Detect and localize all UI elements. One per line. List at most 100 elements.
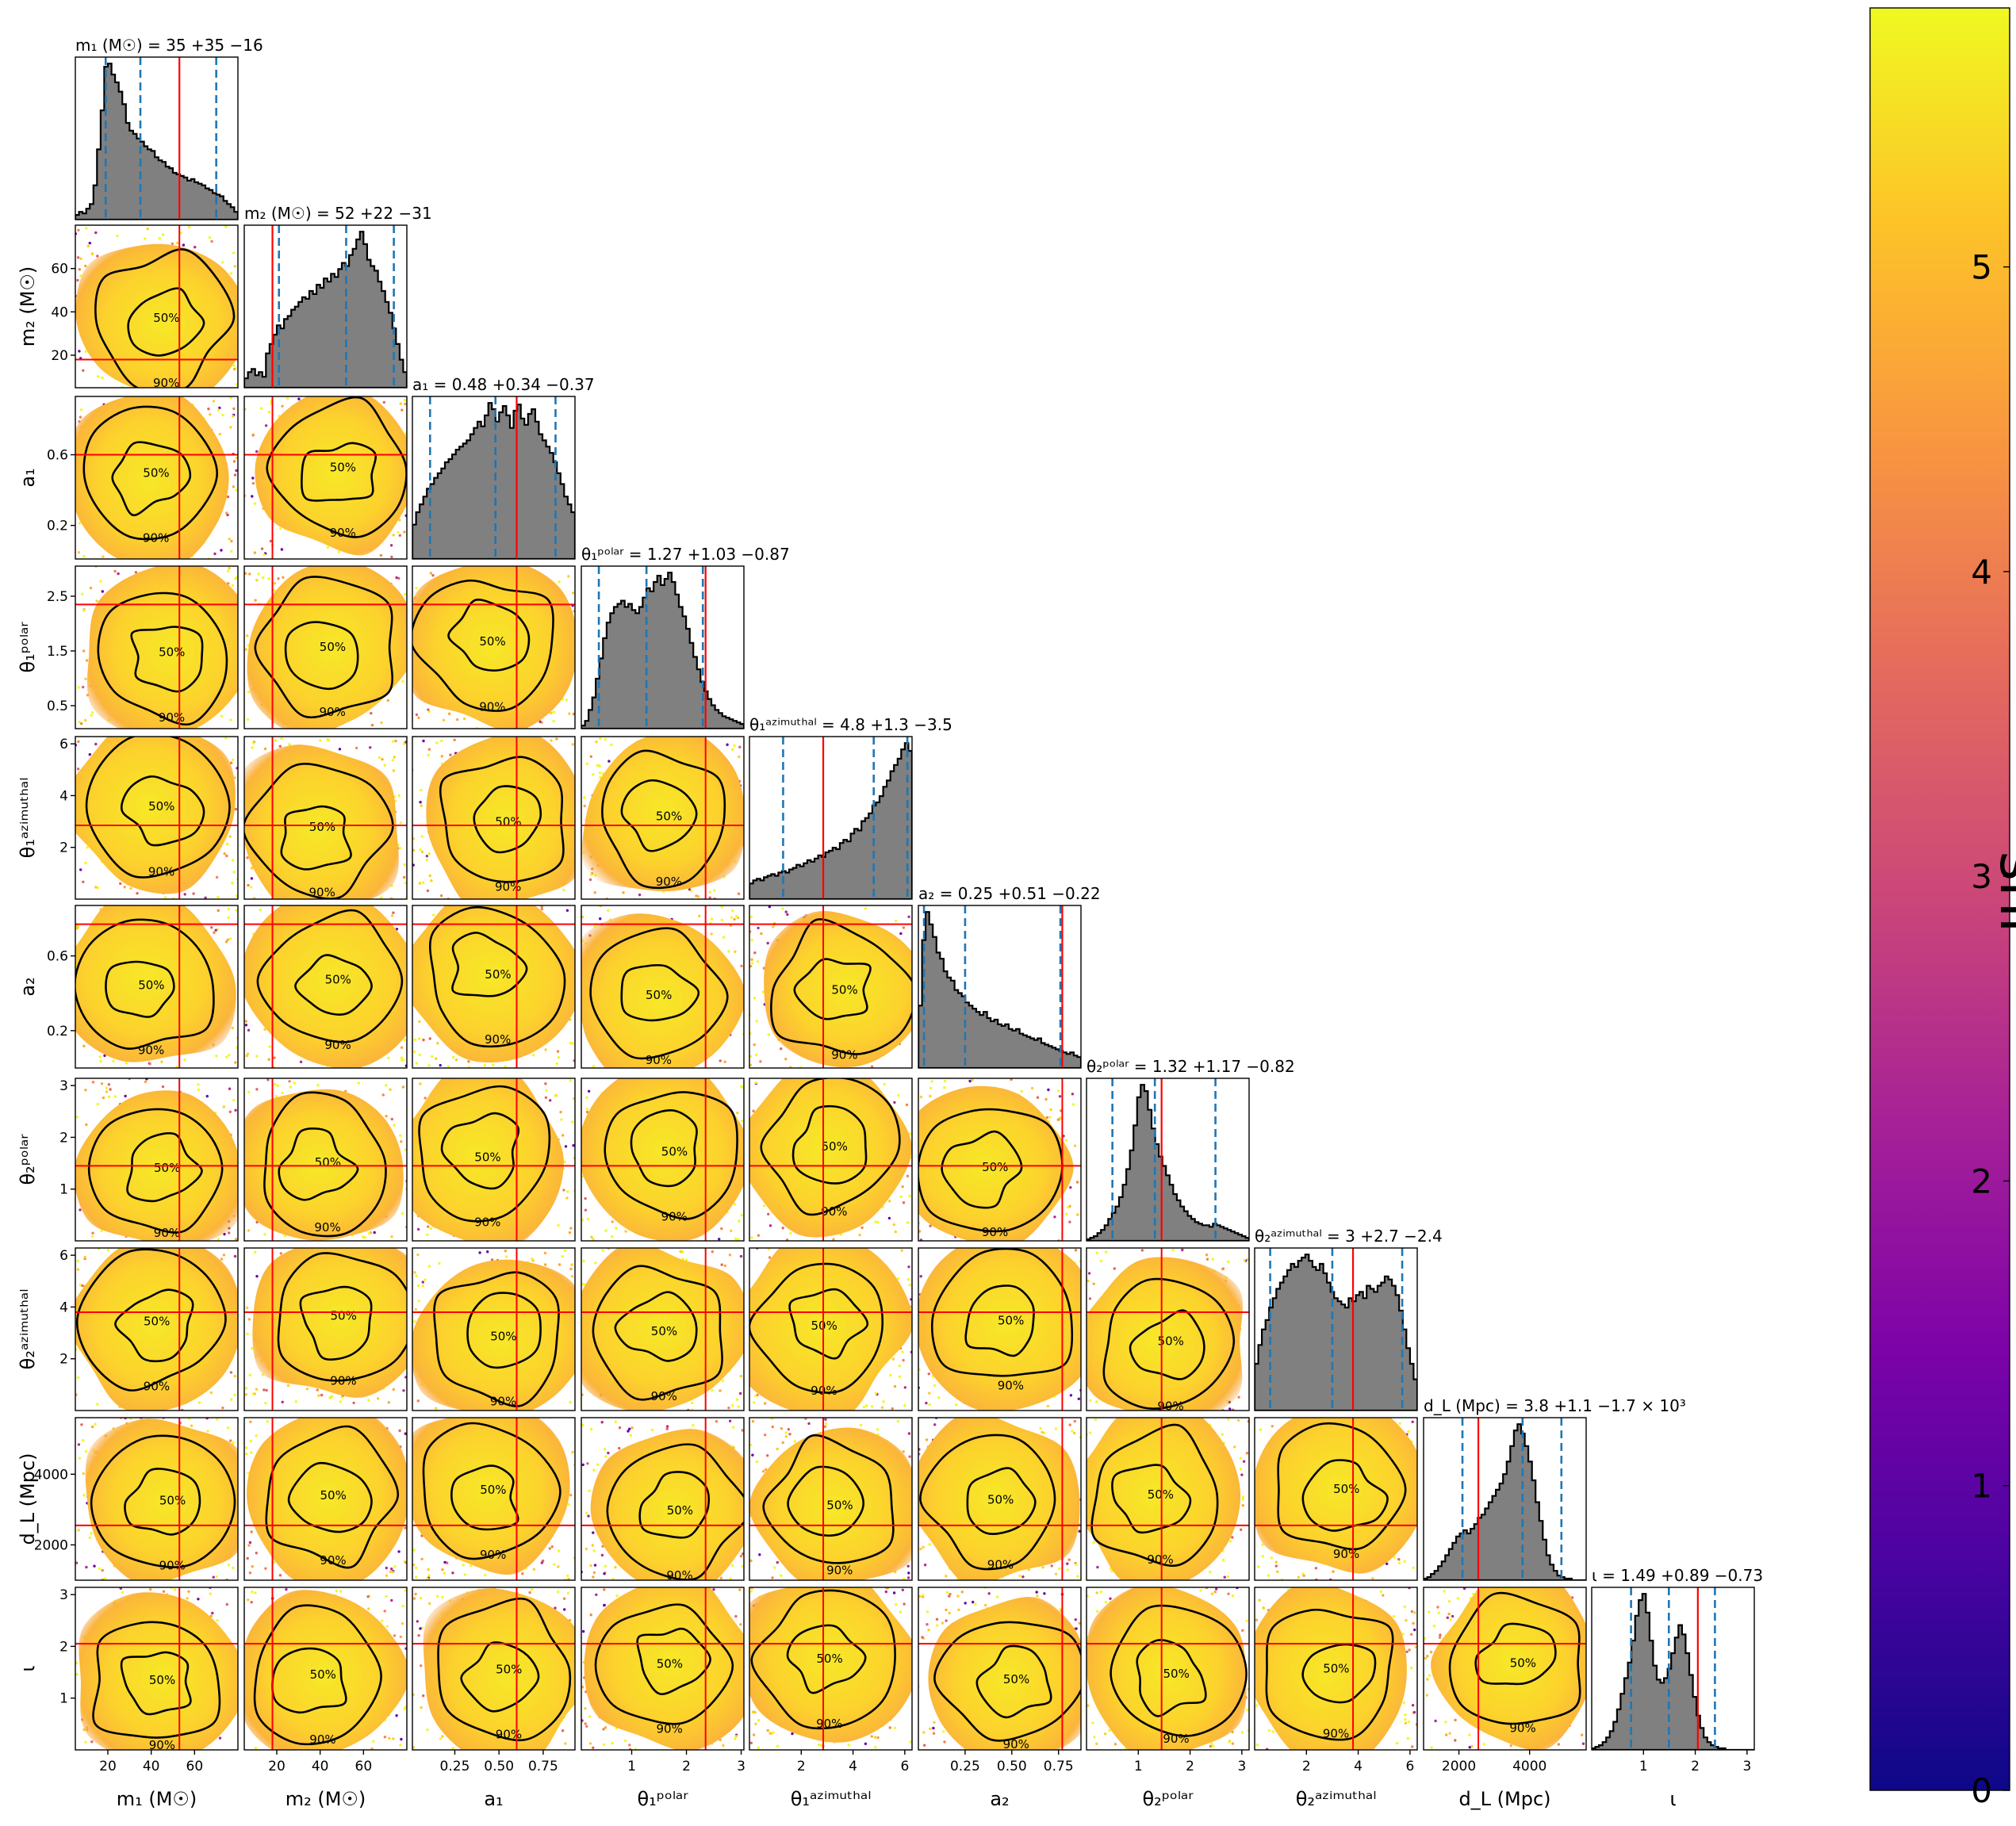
xtick-label-m1: 20	[99, 1759, 117, 1774]
contour-90-theta2p-iota	[1110, 1604, 1248, 1737]
xtick-label-theta1a: 4	[849, 1759, 857, 1774]
contour-50-theta1a-theta2p	[791, 1104, 868, 1185]
contour-label-50: 50%	[310, 1667, 336, 1682]
xlabel-a1: a₁	[484, 1788, 503, 1810]
panel-a2-theta2a: 90% 50%	[918, 1247, 1082, 1411]
panel-dL-iota: 90% 50% 2000 4000 d_L (Mpc)	[1423, 1587, 1587, 1810]
contour-label-50: 50%	[831, 982, 857, 997]
contour-label-90: 90%	[320, 705, 346, 719]
contour-50-a1-theta1p	[447, 599, 531, 672]
panel-m2-theta2p: 90% 50%	[243, 1078, 408, 1242]
contour-label-50: 50%	[159, 1494, 186, 1508]
contour-label-90: 90%	[330, 1374, 356, 1388]
contour-50-m2-theta2p	[278, 1127, 359, 1201]
contour-50-m1-theta2a	[114, 1288, 194, 1363]
contour-label-90: 90%	[821, 1204, 847, 1219]
panel-m1-m1: m₁ (M☉) = 35 +35 −16	[75, 36, 263, 220]
contour-label-50: 50%	[987, 1493, 1014, 1507]
panel-frame	[412, 1417, 576, 1581]
contour-label-90: 90%	[479, 699, 505, 714]
contour-50-theta2p-dL	[1111, 1464, 1192, 1534]
contour-label-50: 50%	[1163, 1667, 1190, 1681]
histogram-m1	[75, 63, 238, 220]
panel-frame	[749, 1417, 913, 1581]
contour-90-m1-a1	[82, 405, 219, 541]
panel-theta1p-theta1p: θ₁ᵖᵒˡᵃʳ = 1.27 +1.03 −0.87	[581, 545, 790, 729]
panel-a1-theta2p: 90% 50%	[412, 1078, 576, 1242]
xtick-label-a2: 0.25	[950, 1759, 980, 1774]
panel-m1-theta2p: 90% 50% 1 2 3 θ₂ᵖᵒˡᵃʳ	[17, 1078, 239, 1242]
panel-a1-a1: a₁ = 0.48 +0.34 −0.37	[412, 375, 595, 560]
contour-90-m2-theta1p	[254, 576, 394, 718]
contour-label-90: 90%	[656, 875, 682, 889]
xtick-label-dL: 4000	[1512, 1759, 1546, 1774]
contour-label-90: 90%	[831, 1047, 857, 1062]
colorbar-tick-label: 2	[1971, 1162, 1992, 1200]
xtick-label-m2: 40	[312, 1759, 329, 1774]
contour-90-m2-theta1a	[244, 763, 394, 899]
contour-90-m1-m2	[94, 248, 236, 388]
contour-90-theta1p-theta2a	[592, 1265, 723, 1401]
panel-frame	[243, 1587, 408, 1751]
title-iota: ι = 1.49 +0.89 −0.73	[1592, 1566, 1763, 1585]
ytick-label-theta2p: 2	[59, 1130, 68, 1146]
contour-90-theta1a-theta2a	[749, 1262, 884, 1394]
contour-90-theta1p-theta2p	[604, 1091, 738, 1220]
contour-label-50: 50%	[657, 1657, 683, 1671]
panel-m1-a2: 90% 50% 0.2 0.6 a₂	[17, 905, 239, 1069]
histogram-dL	[1424, 1423, 1586, 1580]
panel-frame	[243, 224, 408, 389]
contour-label-90: 90%	[1147, 1552, 1173, 1567]
contour-50-theta2a-iota	[1301, 1643, 1377, 1704]
contour-90-a2-theta2p	[918, 1108, 1064, 1233]
panel-frame	[918, 1078, 1082, 1242]
xlabel-m2: m₂ (M☉)	[286, 1788, 366, 1810]
contour-50-m2-dL	[287, 1461, 373, 1533]
contour-50-a2-iota	[975, 1644, 1052, 1719]
xtick-label-theta1a: 2	[797, 1759, 806, 1774]
contour-90-theta1a-a2	[770, 918, 912, 1055]
panel-theta1p-iota: 90% 50% 1 2 3 θ₁ᵖᵒˡᵃʳ	[581, 1587, 745, 1810]
panel-theta1a-dL: 90% 50%	[749, 1417, 913, 1581]
contour-90-theta1p-theta1a	[601, 749, 726, 890]
contour-label-90: 90%	[646, 1053, 672, 1067]
xlabel-theta1p: θ₁ᵖᵒˡᵃʳ	[637, 1788, 688, 1810]
panel-theta1a-theta1a: θ₁ᵃᶻⁱᵐᵘᵗʰᵃˡ = 4.8 +1.3 −3.5	[749, 715, 952, 900]
panel-theta1p-dL: 90% 50%	[581, 1417, 745, 1583]
xtick-label-theta1a: 6	[900, 1759, 909, 1774]
colorbar-gradient	[1869, 7, 2010, 1791]
xlabel-theta2p: θ₂ᵖᵒˡᵃʳ	[1142, 1788, 1194, 1810]
contour-90-a1-theta1p	[412, 579, 554, 712]
contour-90-m2-a2	[256, 909, 404, 1043]
contour-label-50: 50%	[153, 311, 179, 325]
xtick-label-theta2a: 2	[1302, 1759, 1311, 1774]
contour-label-90: 90%	[1333, 1547, 1359, 1561]
contour-90-m1-theta2p	[87, 1108, 224, 1234]
xtick-label-theta1p: 1	[627, 1759, 636, 1774]
contour-label-90: 90%	[159, 710, 185, 725]
panel-frame	[581, 905, 745, 1069]
panel-m2-theta2a: 90% 50%	[243, 1247, 408, 1411]
panel-frame	[75, 224, 239, 389]
contour-label-90: 90%	[666, 1568, 692, 1583]
contour-90-m1-a2	[75, 918, 215, 1051]
contour-label-90: 90%	[314, 1220, 340, 1235]
xtick-label-m2: 20	[268, 1759, 286, 1774]
contour-label-50: 50%	[159, 645, 185, 660]
title-theta1a: θ₁ᵃᶻⁱᵐᵘᵗʰᵃˡ = 4.8 +1.3 −3.5	[749, 715, 952, 734]
contour-label-90: 90%	[1163, 1732, 1189, 1746]
xtick-label-m2: 60	[355, 1759, 373, 1774]
ytick-label-theta1a: 4	[59, 788, 68, 804]
panel-dL-dL: d_L (Mpc) = 3.8 +1.1 −1.7 × 10³	[1423, 1396, 1686, 1581]
panel-m2-m2: m₂ (M☉) = 52 +22 −31	[243, 204, 432, 389]
xtick-label-theta2a: 4	[1354, 1759, 1363, 1774]
contour-label-50: 50%	[496, 1662, 522, 1676]
ytick-label-m2: 20	[51, 348, 68, 364]
contour-label-50: 50%	[661, 1145, 688, 1159]
panel-theta1p-theta2p: 90% 50%	[581, 1078, 745, 1242]
xlabel-iota: ι	[1669, 1788, 1676, 1810]
contour-label-90: 90%	[490, 1395, 516, 1409]
contour-label-50: 50%	[490, 1330, 516, 1344]
title-m1: m₁ (M☉) = 35 +35 −16	[75, 36, 263, 55]
panel-frame	[749, 736, 913, 900]
